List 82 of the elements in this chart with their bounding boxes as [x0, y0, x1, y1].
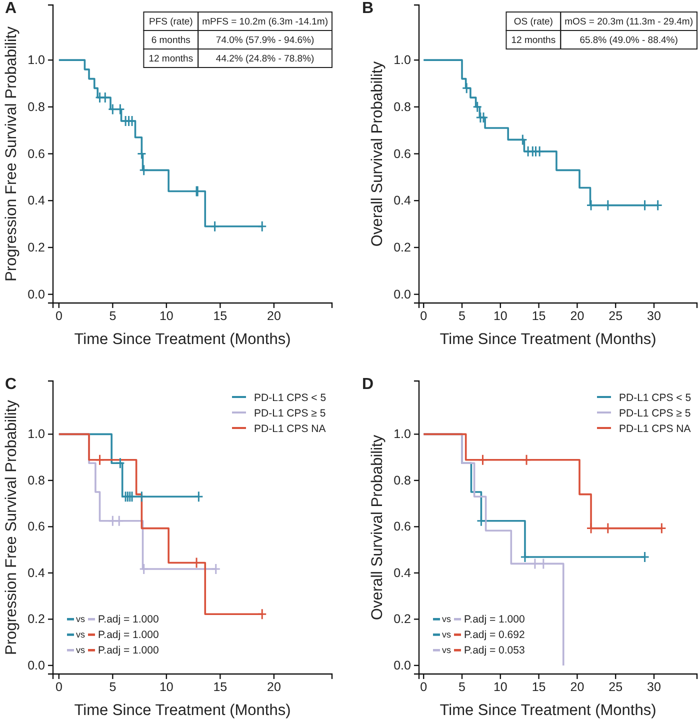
y-tick-label: 0.0	[28, 287, 46, 302]
y-tick-label: 0.2	[394, 240, 412, 254]
x-axis-title: Time Since Treatment (Months)	[440, 331, 656, 348]
x-tick-label: 30	[647, 308, 661, 323]
x-axis-title: Time Since Treatment (Months)	[440, 702, 656, 719]
x-tick-label: 5	[109, 680, 116, 694]
y-tick-label: 0.8	[394, 100, 412, 114]
y-tick-label: 0.8	[28, 100, 46, 114]
x-tick-label: 15	[213, 680, 228, 694]
y-tick-label: 0.0	[394, 287, 412, 302]
x-tick-label: 5	[458, 680, 466, 694]
chart-title: A	[5, 0, 17, 17]
y-tick-label: 0.6	[394, 146, 412, 161]
x-tick-label: 0	[55, 680, 62, 694]
text: vs P.adj = 1.000	[76, 614, 159, 626]
y-tick-label: 0.4	[394, 194, 412, 208]
annotation: 6 months	[151, 35, 191, 46]
annotation: 65.8% (49.0% - 88.4%)	[580, 35, 678, 46]
y-tick-label: 0.0	[28, 658, 46, 672]
legend-label: PD-L1 CPS < 5	[619, 392, 692, 404]
x-tick-label: 25	[608, 308, 623, 323]
text: vs P.adj = 1.000	[76, 644, 159, 657]
annotation: mOS = 20.3m (11.3m - 29.4m)	[564, 16, 693, 28]
x-axis-title: Time Since Treatment (Months)	[74, 702, 291, 719]
annotation: 44.2% (24.8% - 78.8%)	[216, 54, 314, 64]
annotation: 12 months	[511, 35, 556, 46]
legend-label: PD-L1 CPS ≥ 5	[254, 408, 326, 420]
annotation: 74.0% (57.9% - 94.6%)	[216, 35, 314, 46]
y-axis-title: Overall Survival Probability	[369, 61, 386, 247]
x-tick-label: 15	[213, 308, 228, 323]
y-axis-title: Progression Free Survival Probability	[3, 400, 20, 655]
x-tick-label: 30	[647, 680, 661, 694]
x-tick-label: 0	[420, 680, 428, 694]
x-tick-label: 10	[159, 680, 174, 694]
x-tick-label: 15	[532, 308, 546, 323]
text: vs P.adj = 1.000	[76, 629, 159, 642]
annotation: mPFS = 10.2m (6.3m -14.1m)	[202, 16, 328, 28]
y-tick-label: 1.0	[394, 53, 412, 68]
y-tick-label: 0.8	[28, 473, 46, 488]
chart-title: C	[5, 376, 17, 393]
x-tick-label: 20	[570, 680, 584, 694]
text: vs P.adj = 0.053	[442, 644, 525, 657]
y-tick-label: 0.8	[394, 473, 412, 488]
x-tick-label: 20	[570, 308, 584, 323]
y-tick-label: 0.0	[394, 658, 412, 672]
x-tick-label: 5	[458, 308, 466, 323]
text: vs P.adj = 0.692	[442, 629, 525, 642]
x-tick-label: 0	[420, 308, 428, 323]
x-tick-label: 25	[608, 680, 623, 694]
y-axis-title: Overall Survival Probability	[369, 434, 386, 620]
x-tick-label: 5	[109, 308, 116, 323]
chart-title: B	[362, 0, 374, 17]
x-tick-label: 15	[532, 680, 546, 694]
annotation: 12 months	[148, 54, 194, 64]
y-tick-label: 0.6	[394, 520, 412, 534]
y-tick-label: 0.4	[394, 566, 412, 580]
chart-title: D	[362, 376, 374, 393]
legend-label: PD-L1 CPS NA	[619, 423, 691, 435]
y-tick-label: 0.4	[28, 194, 46, 208]
legend-label: PD-L1 CPS < 5	[254, 392, 326, 404]
x-tick-label: 20	[266, 308, 281, 323]
y-tick-label: 1.0	[28, 53, 46, 68]
y-tick-label: 0.6	[28, 520, 46, 534]
legend-label: PD-L1 CPS ≥ 5	[619, 408, 691, 420]
text: vs P.adj = 1.000	[442, 614, 525, 626]
x-tick-label: 20	[266, 680, 281, 694]
y-tick-label: 1.0	[394, 427, 412, 442]
x-tick-label: 10	[159, 308, 174, 323]
annotation: OS (rate)	[514, 16, 553, 28]
y-tick-label: 0.2	[394, 612, 412, 626]
x-axis-title: Time Since Treatment (Months)	[74, 331, 291, 348]
x-tick-label: 10	[493, 680, 508, 694]
legend-label: PD-L1 CPS NA	[254, 423, 326, 435]
y-tick-label: 0.6	[28, 146, 46, 161]
y-axis-title: Progression Free Survival Probability	[3, 26, 20, 282]
x-tick-label: 0	[55, 308, 62, 323]
y-tick-label: 0.4	[28, 566, 46, 580]
y-tick-label: 0.2	[28, 612, 46, 626]
annotation: PFS (rate)	[148, 16, 193, 28]
y-tick-label: 0.2	[28, 240, 46, 254]
y-tick-label: 1.0	[28, 427, 46, 442]
x-tick-label: 10	[493, 308, 508, 323]
